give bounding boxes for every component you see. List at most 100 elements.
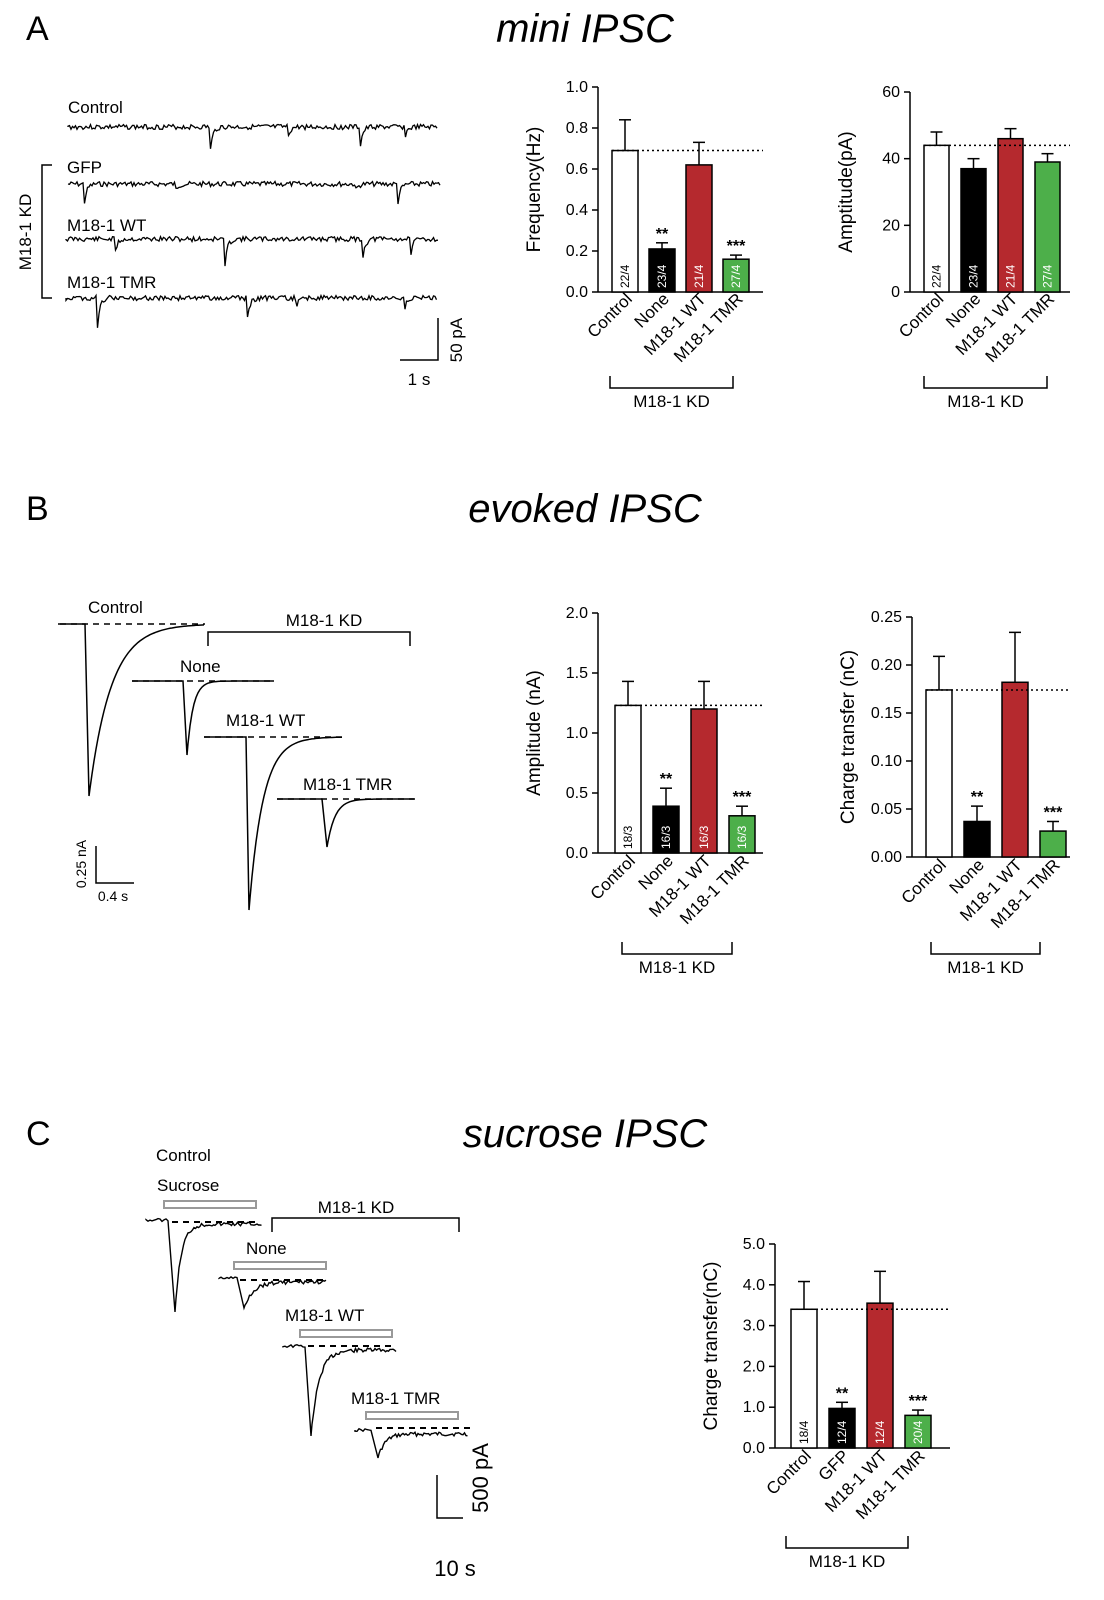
stimulus-label: Sucrose (157, 1176, 219, 1195)
n-label: 16/3 (659, 825, 673, 849)
n-label: 27/4 (1041, 264, 1055, 288)
y-tick-label: 4.0 (743, 1277, 765, 1294)
significance-stars: *** (909, 1393, 928, 1410)
mini-trace-gfp (67, 180, 441, 205)
kd-group-label: M18-1 KD (16, 194, 35, 271)
bar-m18-1-tmr (904, 1414, 932, 1449)
n-label: 20/4 (911, 1420, 925, 1444)
evoked-trace-tmr (277, 798, 414, 848)
n-label: 18/3 (621, 825, 635, 849)
bar-m18-1-wt (1001, 681, 1029, 858)
significance-stars: *** (727, 238, 746, 255)
significance-stars: ** (836, 1385, 849, 1402)
y-tick-label: 0.25 (871, 609, 902, 626)
y-tick-label: 1.0 (566, 79, 588, 96)
bar-m18-1-tmr (1039, 830, 1067, 858)
category-label: Control (898, 855, 950, 907)
mini-traces: Control GFP M18-1 WT M18-1 TMR M18-1 KD … (16, 98, 466, 389)
significance-stars: *** (733, 789, 752, 806)
panel-letter-a: A (26, 10, 49, 48)
n-label: 18/4 (797, 1420, 811, 1444)
trace-label-none: None (246, 1239, 287, 1258)
kd-bracket (785, 1536, 909, 1549)
kd-bracket (41, 164, 52, 299)
kd-bracket (930, 942, 1041, 955)
bar-none (960, 167, 987, 293)
y-axis-title: Charge transfer(nC) (701, 1262, 722, 1431)
n-label: 22/4 (930, 264, 944, 288)
kd-group-label: M18-1 KD (633, 392, 710, 411)
n-label: 23/4 (967, 264, 981, 288)
n-label: 22/4 (618, 264, 632, 288)
kd-group-label: M18-1 KD (947, 958, 1024, 977)
y-tick-label: 0.05 (871, 801, 902, 818)
y-tick-label: 0.5 (566, 785, 588, 802)
chart-sucrose-charge: 0.0 1.0 2.0 3.0 4.0 5.0 Charge transfer(nC) 18/… (701, 1236, 950, 1571)
n-label: 12/4 (835, 1420, 849, 1444)
trace-label-control: Control (88, 598, 143, 617)
y-tick-label: 1.0 (743, 1399, 765, 1416)
y-tick-label: 20 (882, 217, 900, 234)
chart-mini-frequency: 0.0 0.2 0.4 0.6 0.8 1.0 Frequency(Hz) 22/4Contr… (524, 79, 763, 411)
bar-m18-1-wt (690, 708, 718, 854)
y-tick-label: 0.00 (871, 849, 902, 866)
bar-m18-1-tmr (722, 258, 750, 293)
y-axis-title: Frequency(Hz) (524, 127, 545, 253)
evoked-trace-control (58, 623, 205, 797)
trace-label-wt: M18-1 WT (226, 711, 305, 730)
significance-stars: ** (656, 226, 669, 243)
bar-control (614, 704, 642, 854)
y-tick-label: 3.0 (743, 1318, 765, 1335)
bar-m18-1-tmr (1034, 161, 1061, 293)
scale-y-label: 50 pA (447, 317, 466, 362)
y-tick-label: 5.0 (743, 1236, 765, 1253)
trace-label-control: Control (156, 1146, 211, 1165)
y-tick-label: 1.0 (566, 725, 588, 742)
category-label: Control (587, 851, 639, 903)
bar-m18-1-wt (866, 1302, 894, 1449)
scale-bar (436, 1475, 463, 1519)
bar-none (963, 820, 991, 858)
n-label: 16/3 (697, 825, 711, 849)
n-label: 27/4 (729, 264, 743, 288)
kd-group-label: M18-1 KD (809, 1552, 886, 1571)
section-title-sucrose: sucrose IPSC (463, 1112, 709, 1156)
y-axis-title: Charge transfer (nC) (838, 650, 859, 824)
sucrose-trace-none (218, 1276, 327, 1311)
y-tick-label: 0 (891, 284, 900, 301)
n-label: 21/4 (692, 264, 706, 288)
scale-bar (95, 846, 134, 884)
kd-bracket (207, 631, 411, 646)
scale-x-label: 0.4 s (98, 888, 128, 904)
sucrose-bar (299, 1329, 393, 1338)
panel-letter-c: C (26, 1115, 51, 1153)
significance-stars: ** (660, 771, 673, 788)
kd-group-label: M18-1 KD (639, 958, 716, 977)
bar-m18-1-tmr (728, 815, 756, 854)
significance-stars: ** (971, 789, 984, 806)
bar-m18-1-wt (685, 164, 713, 293)
y-axis-title: Amplitude (nA) (524, 670, 545, 796)
trace-label-tmr: M18-1 TMR (303, 775, 392, 794)
scale-y-label: 0.25 nA (73, 839, 89, 888)
n-label: 21/4 (1004, 264, 1018, 288)
kd-group-label: M18-1 KD (286, 611, 363, 630)
y-tick-label: 0.0 (566, 845, 588, 862)
n-label: 16/3 (735, 825, 749, 849)
bar-control (923, 144, 950, 293)
y-tick-label: 0.4 (566, 202, 588, 219)
mini-trace-control (67, 122, 438, 149)
trace-label-gfp: GFP (67, 158, 102, 177)
sucrose-trace-tmr (354, 1427, 468, 1459)
kd-group-label: M18-1 KD (318, 1198, 395, 1217)
trace-label-control: Control (68, 98, 123, 117)
y-tick-label: 2.0 (743, 1358, 765, 1375)
bar-none (648, 248, 676, 293)
significance-stars: *** (1044, 804, 1063, 821)
kd-bracket (923, 376, 1048, 389)
section-title-mini: mini IPSC (496, 7, 675, 51)
bar-m18-1-wt (997, 137, 1024, 293)
trace-label-none: None (180, 657, 221, 676)
sucrose-bar (163, 1200, 257, 1209)
sucrose-bar (365, 1411, 459, 1420)
